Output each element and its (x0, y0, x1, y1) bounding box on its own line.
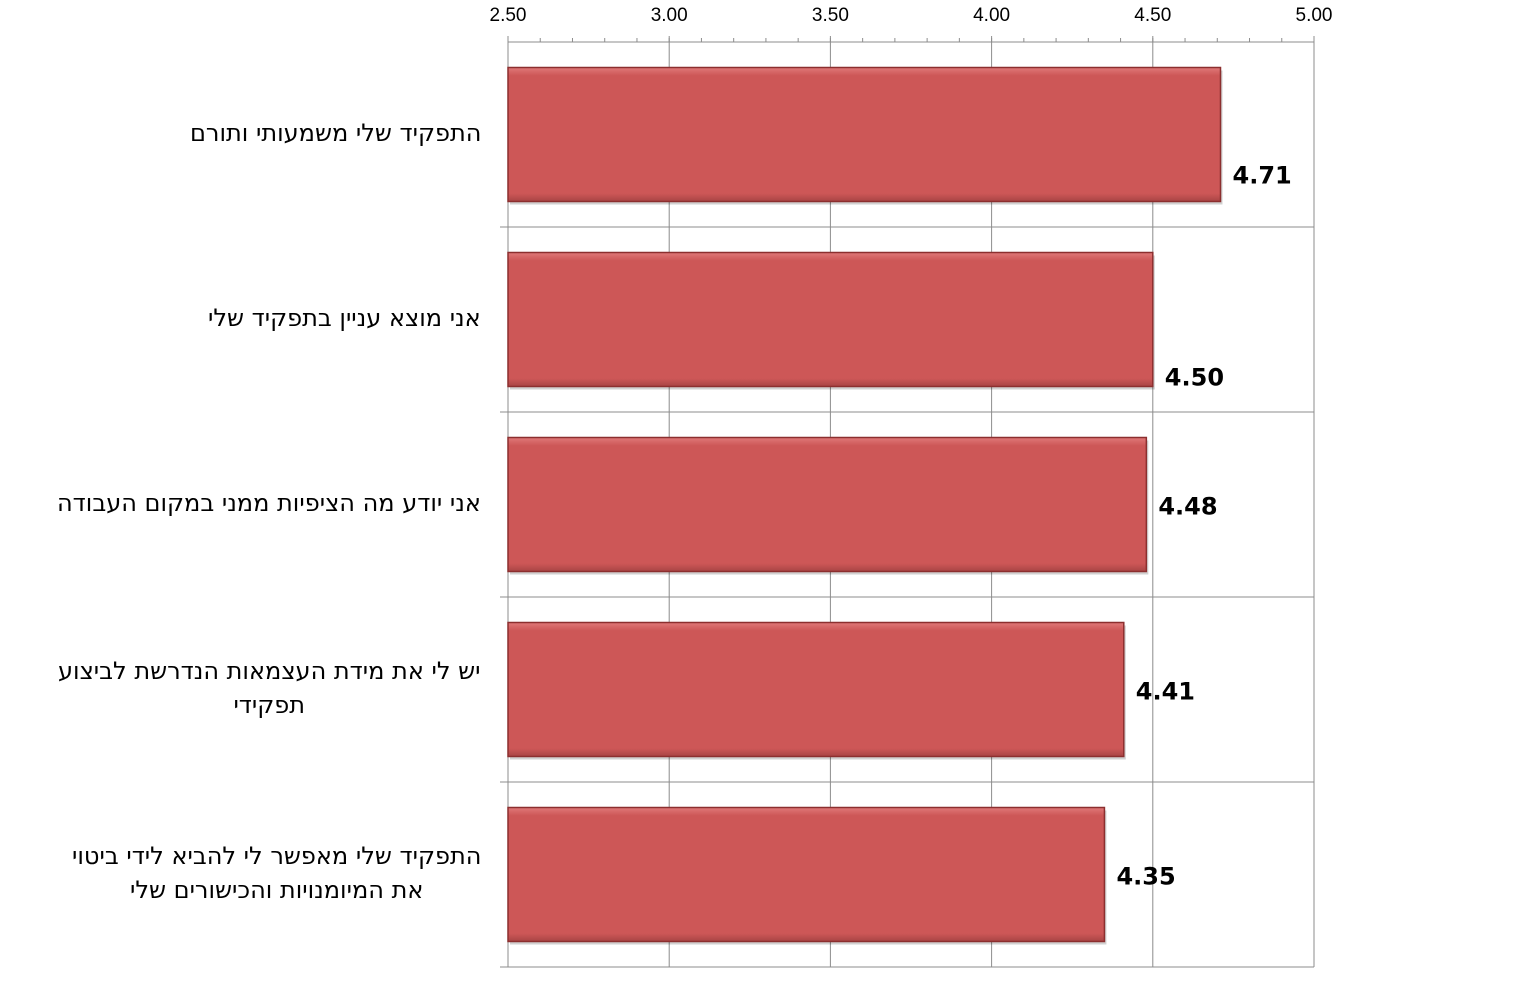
data-label: 4.35 (1116, 863, 1175, 891)
category-label-line: התפקיד שלי מאפשר לי להביא לידי ביטוי (72, 841, 482, 870)
category-label-line: תפקידי (233, 690, 306, 719)
data-label: 4.71 (1233, 162, 1292, 190)
category-label: יש לי את מידת העצמאות הנדרשת לביצוע תפקיד… (58, 654, 481, 722)
bar (507, 251, 1154, 388)
x-tick-label: 3.50 (812, 5, 849, 26)
x-tick-label: 4.50 (1134, 5, 1171, 26)
category-label: אני יודע מה הציפיות ממני במקום העבודה (57, 486, 481, 520)
x-tick-label: 3.00 (651, 5, 688, 26)
x-tick-label: 4.00 (973, 5, 1010, 26)
category-label-line: את המיומנויות והכישורים שלי (130, 875, 424, 904)
data-label: 4.48 (1158, 493, 1217, 521)
category-label-line: יש לי את מידת העצמאות הנדרשת לביצוע (58, 656, 481, 685)
category-label: התפקיד שלי משמעותי ותורם (190, 116, 481, 150)
bar (507, 66, 1222, 203)
bar (507, 621, 1125, 758)
data-label: 4.41 (1136, 678, 1195, 706)
x-tick-label: 2.50 (490, 5, 527, 26)
category-label: אני מוצא עניין בתפקיד שלי (208, 301, 481, 335)
category-label-line: אני יודע מה הציפיות ממני במקום העבודה (57, 488, 481, 517)
x-tick-label: 5.00 (1296, 5, 1333, 26)
bar (507, 806, 1106, 943)
category-label: התפקיד שלי מאפשר לי להביא לידי ביטוי את ה… (72, 839, 481, 907)
bar (507, 436, 1148, 573)
data-label: 4.50 (1165, 364, 1224, 392)
category-label-line: אני מוצא עניין בתפקיד שלי (208, 303, 481, 332)
category-label-line: התפקיד שלי משמעותי ותורם (190, 118, 482, 147)
